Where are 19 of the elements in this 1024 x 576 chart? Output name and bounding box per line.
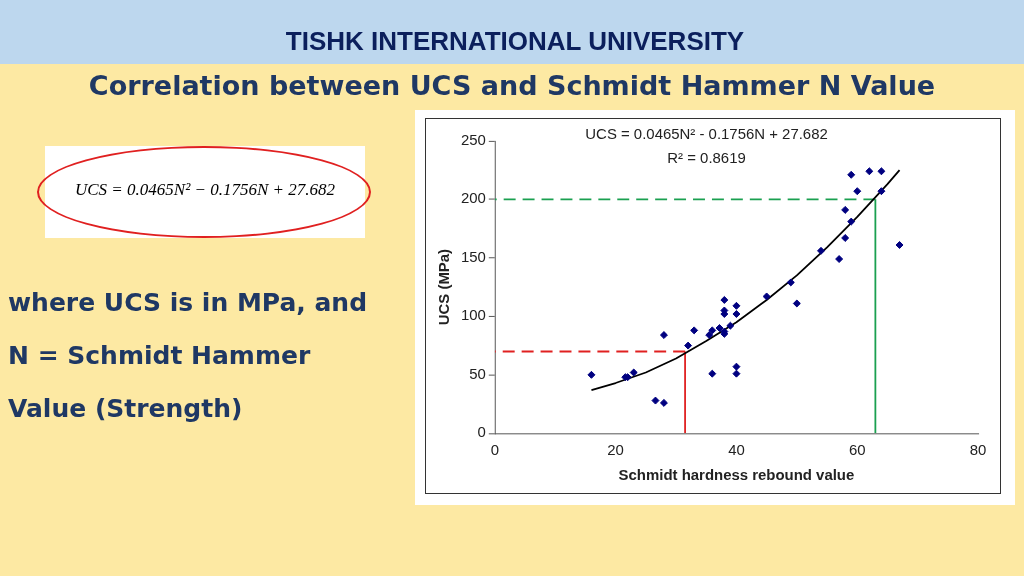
y-tick-label: 200 [460,189,486,207]
x-tick-label: 40 [728,441,745,459]
x-axis-title: Schmidt hardness rebound value [618,466,855,484]
chart-title: TISHK INTERNATIONAL UNIVERSITY [284,26,746,57]
y-tick-label: 0 [477,423,486,441]
x-tick-label: 60 [848,441,866,459]
y-tick-label: 50 [469,364,486,382]
y-axis-title: UCS (MPa) [435,248,453,326]
chart-subtitle: Correlation between UCS and Schmidt Hammer N Value [87,70,937,101]
annotation: UCS = 0.0465N² - 0.1756N + 27.682 [585,124,828,142]
text: where UCS is in MPa, and N = Schmidt Hammer Value (Strength) [8,287,369,425]
x-tick-label: 20 [607,441,624,459]
y-tick-label: 150 [460,247,486,265]
y-tick-label: 100 [460,306,486,324]
y-tick-label: 250 [460,131,486,148]
text: UCS = 0.0465N² − 0.1756N + 27.682 [73,180,337,200]
annotation: R² = 0.8619 [667,149,746,167]
x-tick-label: 0 [490,441,499,459]
x-tick-label: 80 [969,441,987,459]
